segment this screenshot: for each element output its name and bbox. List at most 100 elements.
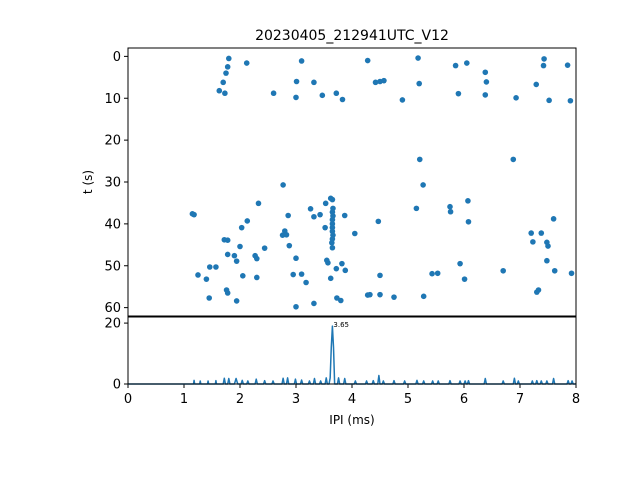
scatter-point (464, 60, 470, 66)
scatter-point (293, 94, 299, 101)
scatter-point (222, 90, 228, 97)
scatter-point (203, 276, 210, 282)
scatter-point (280, 182, 286, 188)
histogram-x-tick-label: 3 (292, 392, 300, 407)
scatter-point (285, 212, 291, 219)
scatter-point (533, 81, 540, 88)
scatter-point (307, 206, 314, 212)
scatter-point (541, 56, 547, 62)
scatter-panel: 0 10 20 30 40 50 60 t (s) (81, 47, 577, 317)
scatter-point (231, 252, 238, 259)
scatter-point (216, 87, 223, 94)
scatter-point (415, 55, 421, 61)
scatter-point (226, 55, 232, 62)
scatter-point (290, 271, 297, 278)
scatter-point (457, 260, 463, 267)
scatter-point (364, 57, 371, 64)
histogram-frame (127, 316, 577, 385)
scatter-point (416, 80, 423, 87)
scatter-point (452, 62, 459, 69)
scatter-point (244, 218, 251, 224)
scatter-point (293, 78, 300, 85)
scatter-points (189, 55, 575, 310)
scatter-point (255, 200, 262, 207)
scatter-point (333, 265, 340, 272)
scatter-point (329, 196, 336, 203)
scatter-point (447, 203, 453, 210)
scatter-point (223, 70, 229, 76)
scatter-point (510, 156, 517, 163)
scatter-point (377, 291, 383, 298)
scatter-point (339, 260, 345, 267)
scatter-point (224, 251, 231, 258)
scatter-point (399, 97, 406, 103)
scatter-point (220, 79, 226, 86)
scatter-point (329, 244, 336, 251)
scatter-point (500, 267, 507, 274)
histogram-x-tick-label: 7 (516, 392, 524, 407)
scatter-y-tick-label: 40 (104, 217, 121, 232)
scatter-point (253, 255, 260, 262)
scatter-point (329, 216, 336, 223)
scatter-point (303, 279, 309, 286)
histogram-panel: 0 1 2 3 4 5 6 7 8 0 20 3.65 IPI (ms) (104, 316, 580, 427)
scatter-point (324, 257, 330, 264)
scatter-point (545, 243, 551, 249)
scatter-point (513, 95, 519, 101)
histogram-x-tick-label: 5 (404, 392, 412, 407)
scatter-point (298, 271, 305, 277)
scatter-point (238, 224, 245, 231)
scatter-point (195, 272, 201, 278)
scatter-point (564, 62, 571, 68)
scatter-point (551, 267, 558, 274)
scatter-point (528, 230, 534, 236)
scatter-point (391, 294, 397, 300)
scatter-point (322, 200, 329, 207)
scatter-point (568, 270, 575, 277)
scatter-point (465, 198, 471, 204)
scatter-point (538, 230, 545, 236)
scatter-y-tick-label: 10 (104, 92, 121, 107)
scatter-point (544, 257, 550, 264)
scatter-point (482, 69, 489, 76)
scatter-point (243, 60, 250, 66)
scatter-point (206, 264, 213, 270)
chart-title: 20230405_212941UTC_V12 (255, 28, 449, 44)
scatter-point (293, 303, 299, 310)
scatter-y-tick-label: 60 (104, 301, 121, 316)
scatter-point (322, 224, 328, 231)
scatter-point (381, 77, 387, 84)
scatter-y-tick-label: 0 (113, 50, 121, 65)
scatter-point (416, 156, 423, 163)
scatter-point (240, 273, 246, 279)
histogram-x-tick-label: 8 (572, 392, 580, 407)
histogram-y-tick-label: 0 (113, 378, 121, 393)
histogram-x-tick-label: 0 (124, 392, 132, 407)
scatter-point (352, 230, 358, 237)
scatter-point (283, 231, 290, 238)
scatter-point (483, 79, 490, 85)
scatter-point (221, 236, 228, 243)
scatter-point (311, 213, 317, 220)
histogram-x-label: IPI (ms) (329, 413, 374, 427)
scatter-point (567, 97, 574, 104)
histogram-x-tick-label: 6 (460, 392, 468, 407)
scatter-point (311, 300, 317, 307)
scatter-point (455, 90, 462, 97)
scatter-point (339, 96, 346, 103)
scatter-point (189, 211, 196, 217)
scatter-point (420, 293, 427, 300)
scatter-point (270, 90, 277, 97)
scatter-point (465, 218, 472, 225)
scatter-point (530, 239, 536, 245)
scatter-point (342, 267, 349, 274)
scatter-point (311, 79, 317, 86)
scatter-point (286, 242, 293, 249)
scatter-point (338, 297, 344, 304)
scatter-point (298, 58, 305, 64)
scatter-point (375, 218, 382, 225)
scatter-point (482, 92, 489, 98)
scatter-point (367, 291, 373, 298)
peak-label: 3.65 (333, 321, 349, 329)
scatter-point (372, 79, 379, 86)
